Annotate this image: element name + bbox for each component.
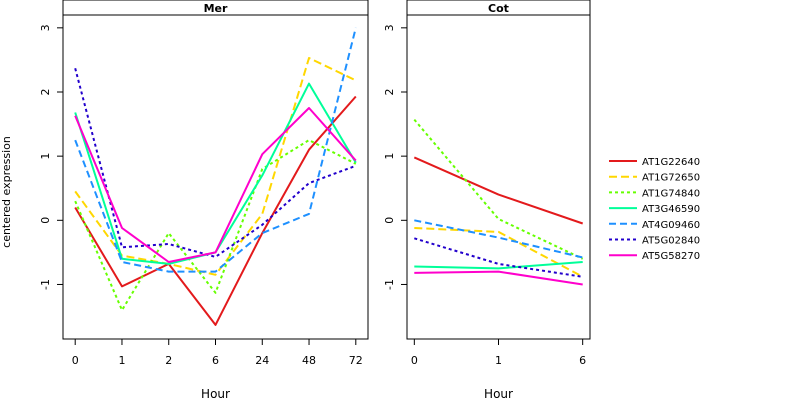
series-line-0-AT4G09460: [74, 27, 357, 273]
y-tick-label-0-1: 1: [39, 153, 52, 160]
series-line-1-AT1G22640: [413, 156, 584, 225]
y-tick-label-1-3: 3: [383, 24, 396, 31]
legend-label-AT3G46590: AT3G46590: [642, 204, 700, 215]
y-tick-label-0--1: -1: [39, 279, 52, 290]
x-axis-label-1: Hour: [484, 387, 513, 400]
y-tick-label-1-2: 2: [383, 88, 396, 95]
series-line-1-AT1G72650: [414, 227, 584, 278]
x-tick-label-0-0: 0: [72, 354, 79, 367]
x-tick-label-0-1: 1: [118, 354, 125, 367]
x-tick-label-1-1: 1: [495, 354, 502, 367]
legend-label-AT1G72650: AT1G72650: [642, 173, 700, 184]
legend-label-AT1G74840: AT1G74840: [642, 188, 700, 199]
y-tick-label-0-2: 2: [39, 88, 52, 95]
legend-label-AT5G58270: AT5G58270: [642, 251, 700, 262]
series-line-0-AT1G22640: [74, 95, 357, 326]
panel-frame-0: [62, 14, 369, 340]
x-tick-label-1-2: 6: [579, 354, 586, 367]
x-tick-label-0-4: 24: [255, 354, 269, 367]
panel-title-1: Cot: [488, 2, 509, 15]
series-line-1-AT5G58270: [414, 270, 583, 286]
x-tick-label-0-3: 6: [212, 354, 219, 367]
x-axis-label-0: Hour: [201, 387, 230, 400]
y-tick-label-1-1: 1: [383, 153, 396, 160]
series-line-0-AT5G02840: [74, 68, 357, 258]
panel-frame-1: [406, 14, 591, 340]
legend-label-AT4G09460: AT4G09460: [642, 220, 700, 231]
panel-title-0: Mer: [204, 2, 228, 15]
y-axis-label: centered expression: [0, 136, 13, 248]
legend-label-AT5G02840: AT5G02840: [642, 236, 700, 247]
legend-label-AT1G22640: AT1G22640: [642, 157, 700, 168]
series-line-0-AT5G58270: [74, 107, 357, 263]
x-tick-label-0-6: 72: [349, 354, 363, 367]
series-line-1-AT3G46590: [414, 261, 583, 270]
series-line-0-AT3G46590: [74, 82, 357, 265]
x-tick-label-0-2: 2: [165, 354, 172, 367]
series-line-1-AT4G09460: [414, 219, 583, 259]
x-tick-label-1-0: 0: [411, 354, 418, 367]
y-tick-label-0-0: 0: [39, 217, 52, 224]
y-tick-label-1-0: 0: [383, 217, 396, 224]
y-tick-label-1--1: -1: [383, 279, 396, 290]
series-line-0-AT1G74840: [74, 139, 357, 312]
series-line-1-AT5G02840: [414, 237, 583, 278]
series-line-1-AT1G74840: [413, 118, 584, 260]
y-tick-label-0-3: 3: [39, 24, 52, 31]
x-tick-label-0-5: 48: [302, 354, 316, 367]
